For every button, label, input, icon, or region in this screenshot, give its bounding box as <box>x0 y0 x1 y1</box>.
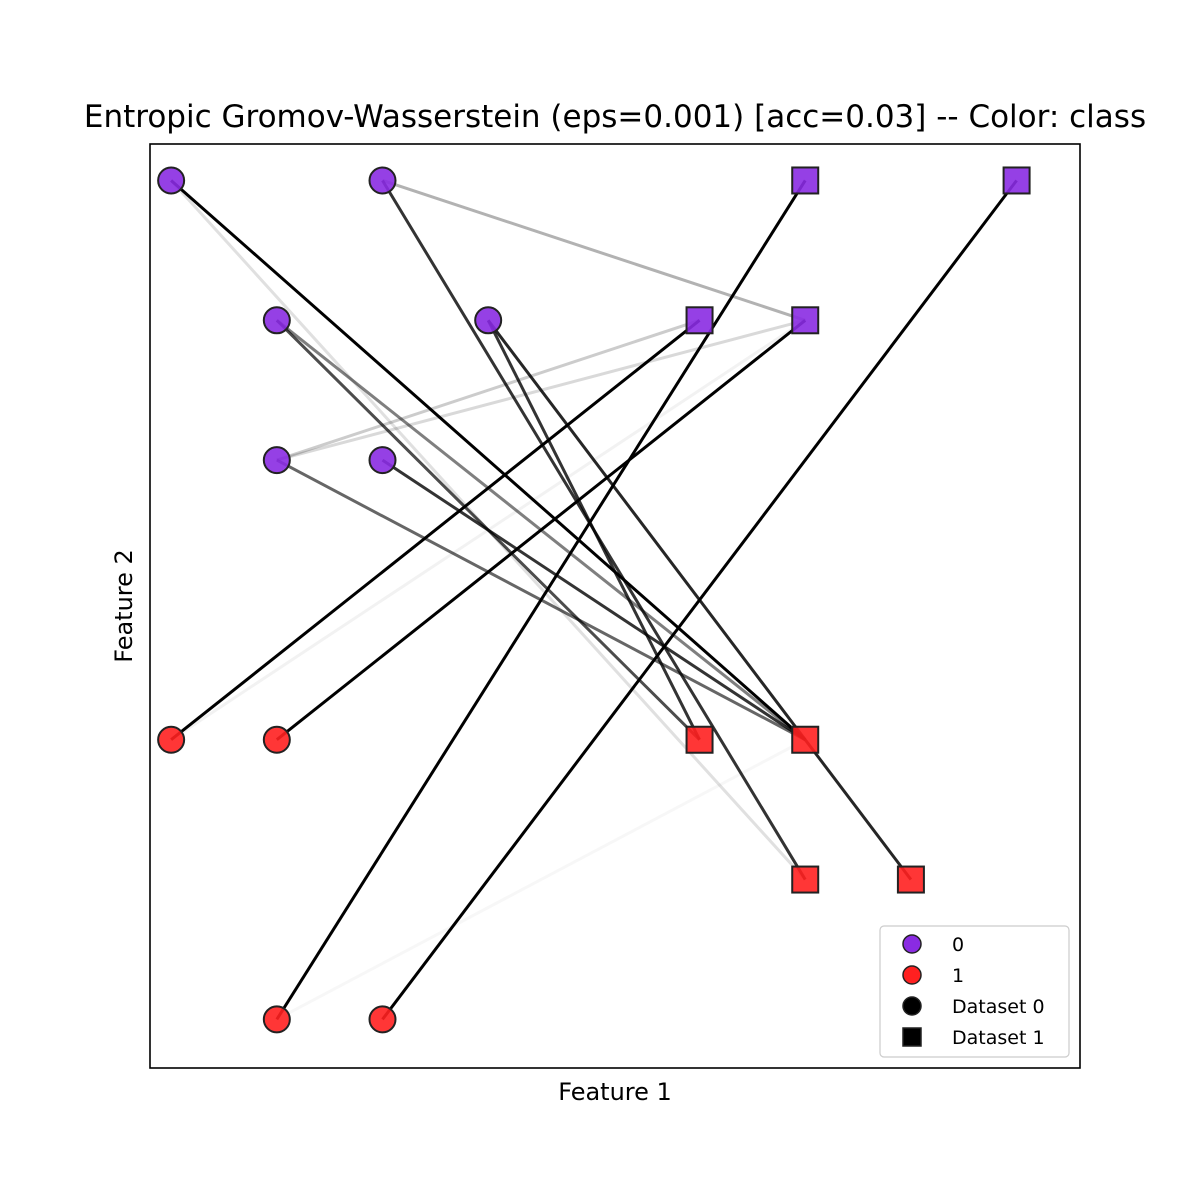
legend-label: Dataset 0 <box>952 996 1045 1018</box>
dataset-1-point <box>791 865 820 894</box>
legend-label: Dataset 1 <box>952 1027 1045 1049</box>
dataset-0-point <box>157 725 186 754</box>
dataset-0-point <box>157 166 186 195</box>
dataset-1-point <box>685 725 714 754</box>
dataset-0-point <box>368 166 397 195</box>
dataset-0-point <box>368 1005 397 1034</box>
legend-marker <box>902 996 922 1016</box>
coupling-line <box>276 318 701 462</box>
coupling-line <box>170 319 701 741</box>
legend-marker <box>902 934 922 954</box>
dataset-1-point <box>1002 166 1031 195</box>
dataset-0-point <box>474 306 503 335</box>
coupling-line <box>170 319 807 741</box>
dataset-1-point <box>791 725 820 754</box>
dataset-0-point <box>262 446 291 475</box>
x-axis-label: Feature 1 <box>558 1078 672 1106</box>
y-axis-label: Feature 2 <box>110 549 138 663</box>
coupling-line <box>382 179 806 322</box>
coupling-line <box>276 318 806 462</box>
coupling-line <box>275 179 807 1021</box>
legend-box <box>879 925 1070 1058</box>
coupling-line <box>381 179 1018 1021</box>
plot-frame <box>149 143 1081 1069</box>
dataset-0-point <box>262 306 291 335</box>
data-points <box>157 166 1031 1034</box>
coupling-lines <box>170 179 1018 1021</box>
coupling-line <box>381 458 807 741</box>
dataset-1-point <box>896 865 925 894</box>
dataset-0-point <box>368 446 397 475</box>
dataset-0-point <box>262 1005 291 1034</box>
coupling-line <box>170 179 807 741</box>
legend-marker <box>902 1027 922 1047</box>
legend: 0 1 Dataset 0 Dataset 1 <box>879 925 1070 1058</box>
legend-label: 0 <box>952 934 964 956</box>
dataset-1-point <box>685 306 714 335</box>
coupling-line <box>277 740 805 1020</box>
dataset-0-point <box>262 725 291 754</box>
coupling-line <box>486 319 701 741</box>
dataset-1-point <box>791 166 820 195</box>
chart-title: Entropic Gromov-Wasserstein (eps=0.001) … <box>84 99 1146 135</box>
legend-label: 1 <box>952 965 964 987</box>
legend-marker <box>902 965 922 985</box>
dataset-1-point <box>791 306 820 335</box>
coupling-line <box>275 319 807 741</box>
